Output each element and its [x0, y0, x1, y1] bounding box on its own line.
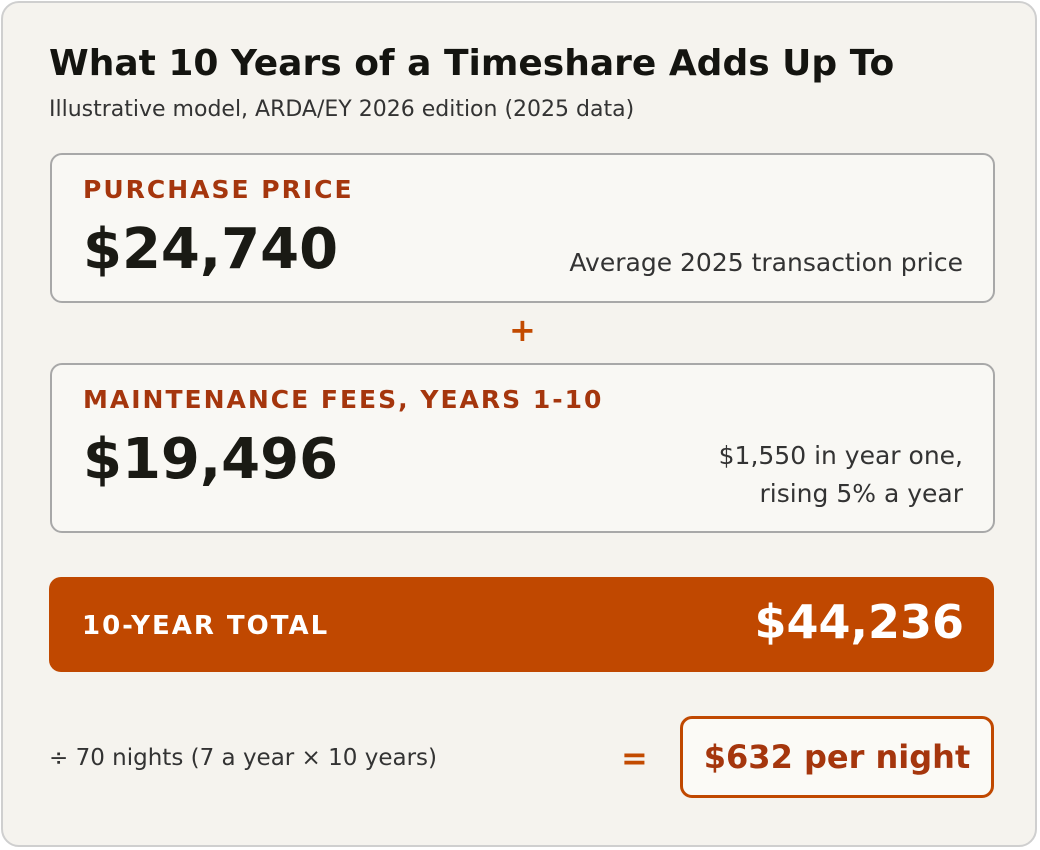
total-amount: $44,236 [754, 595, 964, 649]
purchase-amount: $24,740 [83, 217, 339, 282]
fees-amount: $19,496 [83, 427, 339, 492]
divisor: ÷ 70 nights (7 a year × 10 years) [49, 745, 437, 771]
fees-note-1: $1,550 in year one, [718, 441, 963, 470]
fees-note-2: rising 5% a year [759, 479, 963, 508]
purchase-note: Average 2025 transaction price [569, 248, 963, 277]
plus: + [509, 311, 536, 349]
fees-box: MAINTENANCE FEES, YEARS 1-10 $19,496 $1,… [50, 363, 995, 533]
purchase-label: PURCHASE PRICE [83, 175, 354, 204]
total-bar: 10-YEAR TOTAL $44,236 [49, 577, 994, 672]
fees-label: MAINTENANCE FEES, YEARS 1-10 [83, 385, 604, 414]
title: What 10 Years of a Timeshare Adds Up To [49, 43, 895, 84]
subtitle: Illustrative model, ARDA/EY 2026 edition… [49, 97, 635, 122]
purchase-box: PURCHASE PRICE $24,740 Average 2025 tran… [50, 153, 995, 303]
equals: = [621, 739, 648, 777]
total-label: 10-YEAR TOTAL [82, 611, 330, 641]
result: $632 per night [680, 716, 994, 798]
